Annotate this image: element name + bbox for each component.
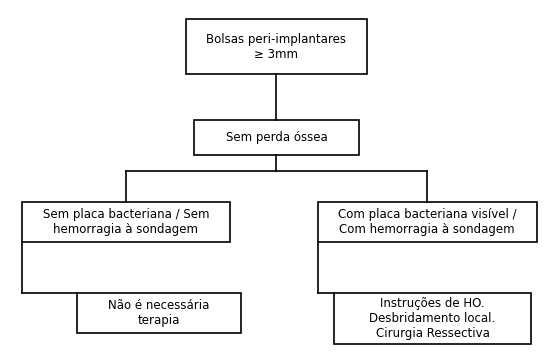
FancyBboxPatch shape bbox=[334, 293, 531, 344]
Text: Sem placa bacteriana / Sem
hemorragia à sondagem: Sem placa bacteriana / Sem hemorragia à … bbox=[43, 208, 209, 236]
Text: Sem perda óssea: Sem perda óssea bbox=[226, 131, 327, 144]
FancyBboxPatch shape bbox=[317, 201, 536, 242]
FancyBboxPatch shape bbox=[77, 293, 241, 333]
Text: Instruções de HO.
Desbridamento local.
Cirurgia Ressectiva: Instruções de HO. Desbridamento local. C… bbox=[369, 297, 495, 340]
Text: Com placa bacteriana visível /
Com hemorragia à sondagem: Com placa bacteriana visível / Com hemor… bbox=[338, 208, 517, 236]
FancyBboxPatch shape bbox=[22, 201, 230, 242]
FancyBboxPatch shape bbox=[195, 120, 358, 155]
Text: Bolsas peri-implantares
≥ 3mm: Bolsas peri-implantares ≥ 3mm bbox=[206, 33, 347, 61]
Text: Não é necessária
terapia: Não é necessária terapia bbox=[108, 299, 210, 327]
FancyBboxPatch shape bbox=[186, 20, 367, 74]
